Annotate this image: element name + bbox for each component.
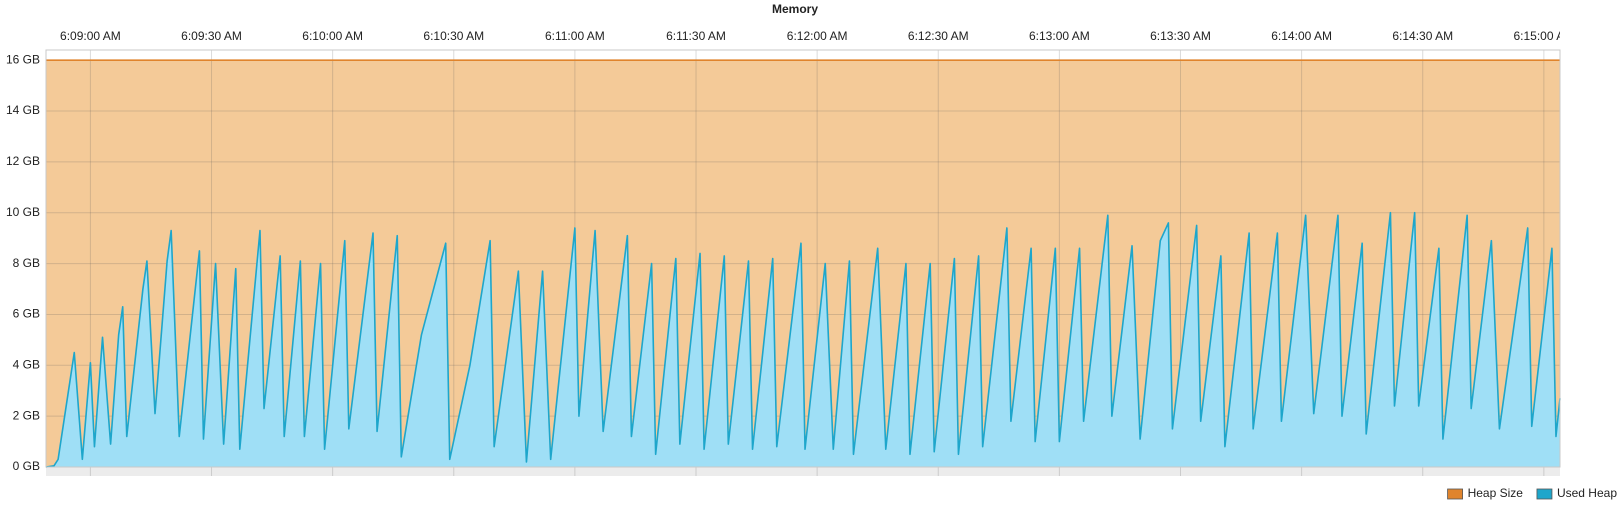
chart-title: Memory	[772, 2, 818, 16]
x-tick-label: 6:09:30 AM	[181, 29, 242, 43]
area-fill	[46, 212, 1560, 467]
legend-swatch	[1447, 488, 1463, 500]
x-tick-label: 6:09:00 AM	[60, 29, 121, 43]
legend-swatch	[1536, 488, 1553, 500]
x-tick-label: 6:12:00 AM	[787, 29, 848, 43]
x-axis-strip	[46, 467, 1560, 476]
x-tick-label: 6:15:00 AM	[1513, 29, 1574, 43]
x-tick-label: 6:13:30 AM	[1150, 29, 1211, 43]
y-tick-label: 0 GB	[13, 459, 40, 473]
y-tick-label: 16 GB	[6, 52, 40, 66]
x-tick-label: 6:12:30 AM	[908, 29, 969, 43]
x-axis: 6:09:00 AM 6:09:30 AM 6:10:00 AM 6:10:30 AM…	[60, 29, 1574, 43]
y-tick-label: 10 GB	[6, 205, 40, 219]
y-tick-label: 14 GB	[6, 103, 40, 117]
plot-frame	[45, 49, 1561, 468]
legend-label: Used Heap	[1557, 486, 1617, 500]
x-tick-label: 6:10:30 AM	[423, 29, 484, 43]
x-tick-label: 6:10:00 AM	[302, 29, 363, 43]
y-tick-label: 8 GB	[13, 256, 40, 270]
y-tick-label: 4 GB	[13, 357, 40, 371]
x-tick-label: 6:13:00 AM	[1029, 29, 1090, 43]
y-tick-label: 2 GB	[13, 408, 40, 422]
y-tick-label: 12 GB	[6, 154, 40, 168]
x-tick-label: 6:11:00 AM	[545, 29, 605, 43]
x-tick-label: 6:14:00 AM	[1271, 29, 1332, 43]
x-tick-label: 6:14:30 AM	[1392, 29, 1453, 43]
legend-label: Heap Size	[1468, 486, 1524, 500]
y-tick-label: 6 GB	[13, 307, 40, 321]
series-line	[45, 211, 1561, 468]
x-tick-label: 6:11:30 AM	[666, 29, 726, 43]
